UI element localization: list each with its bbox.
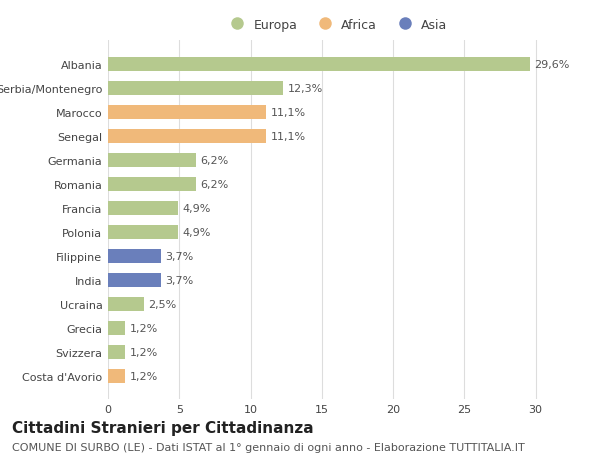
Text: 4,9%: 4,9% <box>182 227 211 237</box>
Text: 3,7%: 3,7% <box>165 251 193 261</box>
Text: 6,2%: 6,2% <box>200 156 229 166</box>
Bar <box>108 225 178 240</box>
Text: 29,6%: 29,6% <box>534 60 569 70</box>
Bar <box>108 345 125 359</box>
Text: 1,2%: 1,2% <box>130 347 158 357</box>
Text: 3,7%: 3,7% <box>165 275 193 285</box>
Bar <box>108 153 196 168</box>
Text: COMUNE DI SURBO (LE) - Dati ISTAT al 1° gennaio di ogni anno - Elaborazione TUTT: COMUNE DI SURBO (LE) - Dati ISTAT al 1° … <box>12 442 525 452</box>
Text: 1,2%: 1,2% <box>130 323 158 333</box>
Bar <box>108 273 161 287</box>
Text: 12,3%: 12,3% <box>287 84 323 94</box>
Bar <box>108 177 196 191</box>
Text: Cittadini Stranieri per Cittadinanza: Cittadini Stranieri per Cittadinanza <box>12 420 314 435</box>
Text: 4,9%: 4,9% <box>182 203 211 213</box>
Bar <box>108 82 283 96</box>
Bar <box>108 369 125 383</box>
Bar <box>108 57 530 72</box>
Text: 6,2%: 6,2% <box>200 179 229 190</box>
Bar <box>108 249 161 263</box>
Bar <box>108 321 125 335</box>
Bar <box>108 106 266 120</box>
Bar <box>108 297 143 311</box>
Bar <box>108 129 266 144</box>
Bar <box>108 201 178 216</box>
Text: 11,1%: 11,1% <box>271 132 305 141</box>
Text: 11,1%: 11,1% <box>271 108 305 118</box>
Text: 2,5%: 2,5% <box>148 299 176 309</box>
Text: 1,2%: 1,2% <box>130 371 158 381</box>
Legend: Europa, Africa, Asia: Europa, Africa, Asia <box>225 18 447 32</box>
